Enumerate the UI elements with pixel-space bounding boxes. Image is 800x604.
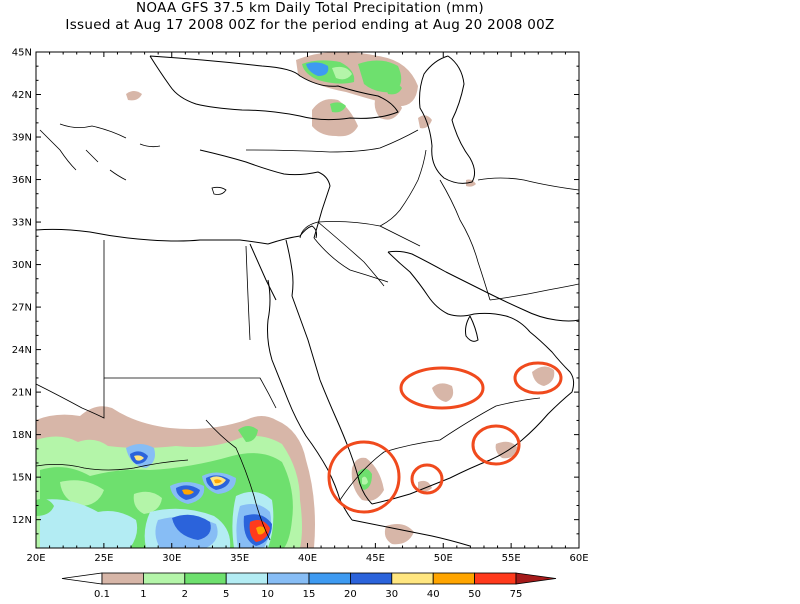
annotation-circle-1 [399,366,485,410]
legend-swatch [515,572,557,585]
lat-label: 21N [12,388,32,399]
lat-label: 42N [12,90,32,101]
lon-label: 60E [569,553,588,564]
legend-tick-label: 40 [427,589,440,600]
lon-label: 25E [94,553,113,564]
legend-tick-label: 1 [140,589,146,600]
legend-swatch [267,572,310,585]
annotation-circle-3 [471,424,521,466]
lat-label: 27N [12,303,32,314]
lon-label: 30E [162,553,181,564]
coastline-lines [36,55,579,547]
lat-label: 39N [12,133,32,144]
latitude-axis: 45N 42N 39N 36N 33N 30N 27N 24N 21N 18N 15N 12N [12,48,32,527]
legend-swatch [432,572,476,585]
chart-title-block: NOAA GFS 37.5 km Daily Total Precipitati… [0,0,620,34]
legend-tick-label: 2 [182,589,188,600]
legend-tick-label: 5 [223,589,229,600]
lat-label: 33N [12,218,32,229]
title-line-1: NOAA GFS 37.5 km Daily Total Precipitati… [136,0,484,16]
legend-swatch [142,572,186,585]
lon-label: 45E [366,553,385,564]
lon-label: 20E [26,553,45,564]
longitude-axis: 20E 25E 30E 35E 40E 45E 50E 55E 60E [26,553,588,564]
lon-label: 55E [502,553,521,564]
legend-tick-label: 75 [510,589,523,600]
lat-label: 12N [12,515,32,526]
lat-label: 45N [12,48,32,59]
lat-label: 30N [12,260,32,271]
legend-tick-label: 50 [468,589,481,600]
color-legend: 0.1 1 2 5 10 15 20 30 40 50 75 [61,572,557,600]
legend-tick-label: 10 [261,589,274,600]
legend-tick-label: 30 [385,589,398,600]
lat-label: 24N [12,345,32,356]
legend-swatch [308,572,351,585]
axis-ticks [35,51,580,548]
legend-swatch [225,572,268,585]
legend-swatch [474,572,517,585]
annotation-circle-4 [327,440,401,514]
title-line-2: Issued at Aug 17 2008 00Z for the period… [65,17,555,33]
legend-tick-label: 0.1 [94,589,110,600]
legend-swatch [349,572,393,585]
legend-swatch [61,572,103,585]
legend-tick-label: 15 [303,589,316,600]
annotation-circle-5 [410,463,444,495]
legend-tick-label: 20 [344,589,357,600]
annotation-circle-2 [513,361,563,395]
lat-label: 36N [12,175,32,186]
lon-label: 40E [298,553,317,564]
lon-label: 35E [230,553,249,564]
lat-label: 18N [12,430,32,441]
legend-swatch [101,572,144,585]
precip-shading [36,52,555,548]
lon-label: 50E [434,553,453,564]
lat-label: 15N [12,473,32,484]
annotation-circles [327,361,563,514]
legend-swatch [184,572,227,585]
legend-swatch [391,572,434,585]
